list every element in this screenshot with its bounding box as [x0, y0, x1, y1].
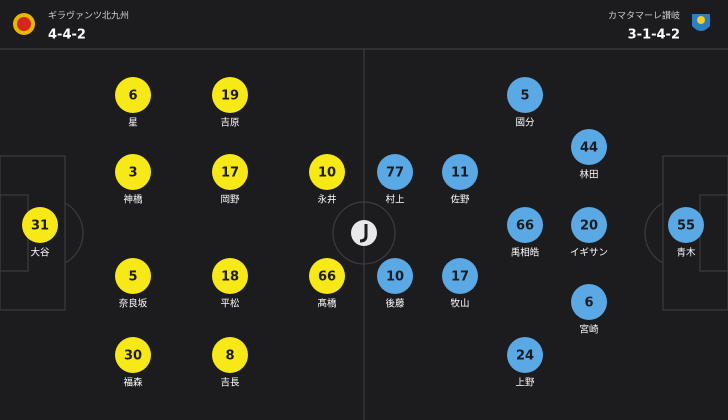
- player-name: 上野: [515, 378, 535, 389]
- home-team: ギラヴァンツ北九州: [48, 10, 129, 22]
- player-number: 3: [128, 166, 137, 181]
- player-name: 後藤: [385, 298, 405, 310]
- player-name: 宮崎: [579, 324, 599, 336]
- player-badge: [377, 258, 413, 294]
- player-number: 17: [451, 270, 469, 285]
- home-formation: 4-4-2: [48, 28, 86, 43]
- player-number: 30: [124, 349, 142, 364]
- player-badge: [571, 207, 607, 243]
- away-formation: 3-1-4-2: [628, 28, 680, 43]
- player-badge: [442, 258, 478, 294]
- away-logo: [692, 14, 710, 31]
- player-badge: [442, 154, 478, 190]
- player-name: 村上: [385, 194, 405, 206]
- player-badge: [377, 154, 413, 190]
- player-number: 77: [386, 166, 404, 181]
- player-badge: [115, 258, 151, 294]
- player-name: イギサン: [570, 248, 608, 259]
- player-badge: [22, 207, 58, 243]
- player-number: 11: [451, 166, 469, 181]
- pitch: [0, 48, 728, 420]
- home-logo: [13, 13, 35, 35]
- player-number: 55: [677, 219, 695, 234]
- player-name: 神橋: [123, 194, 143, 206]
- player-badge: [115, 337, 151, 373]
- player-name: 髙橋: [317, 298, 337, 310]
- player-badge: [507, 207, 543, 243]
- player-badge: [668, 207, 704, 243]
- player-badge: [212, 154, 248, 190]
- player-number: 66: [516, 219, 534, 234]
- player-number: 19: [221, 89, 239, 104]
- player-number: 31: [31, 219, 49, 234]
- player-number: 44: [580, 141, 598, 156]
- player-badge: [507, 77, 543, 113]
- player-number: 24: [516, 349, 534, 364]
- player-badge: [115, 77, 151, 113]
- player-name: 林田: [579, 169, 598, 181]
- player-number: 10: [386, 270, 404, 285]
- player-number: 17: [221, 166, 239, 181]
- player-number: 6: [128, 89, 137, 104]
- player-name: 吉長: [220, 378, 240, 389]
- player-number: 10: [318, 166, 336, 181]
- player-name: 奈良坂: [119, 298, 148, 310]
- player-name: 星: [128, 118, 138, 129]
- player-name: 吉原: [220, 118, 239, 129]
- player-badge: [507, 337, 543, 373]
- player-badge: [571, 129, 607, 165]
- player-badge: [115, 154, 151, 190]
- player-badge: [212, 77, 248, 113]
- player-number: 8: [225, 349, 234, 364]
- player-number: 6: [584, 296, 593, 311]
- player-badge: [309, 258, 345, 294]
- player-badge: [571, 284, 607, 320]
- player-badge: [212, 258, 248, 294]
- league-logo: [351, 220, 377, 246]
- player-name: 大谷: [30, 247, 50, 259]
- player-badge: [309, 154, 345, 190]
- player-number: 5: [520, 89, 529, 104]
- player-name: 國分: [515, 118, 535, 129]
- player-number: 66: [318, 270, 336, 285]
- player-number: 5: [128, 270, 137, 285]
- player-name: 岡野: [220, 195, 240, 206]
- player-name: 福森: [123, 377, 143, 389]
- player-name: 牧山: [450, 298, 469, 310]
- players: 31 大谷 6 星 3 神橋 5 奈良坂 30 福森 19 吉原 17 岡野 18 平松 8 吉長 10 永井 66 髙橋…: [22, 77, 704, 389]
- player-name: 佐野: [450, 194, 470, 206]
- player-number: 20: [580, 219, 598, 234]
- player-name: 禹相皓: [511, 247, 540, 259]
- player-name: 青木: [676, 247, 696, 259]
- player-name: 平松: [220, 298, 240, 310]
- player-number: 18: [221, 270, 239, 285]
- player-badge: [212, 337, 248, 373]
- away-team: カマタマーレ讃岐: [608, 10, 680, 22]
- player-name: 永井: [317, 194, 336, 206]
